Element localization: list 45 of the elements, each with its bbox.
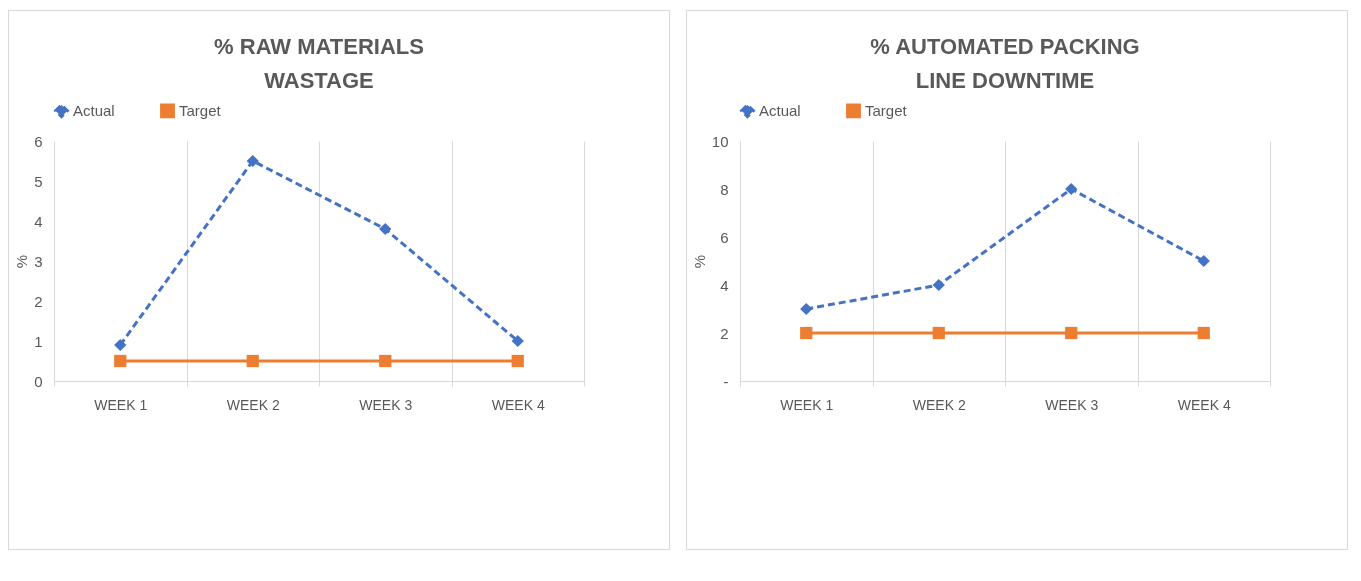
- y-tick-label: 10: [711, 132, 729, 150]
- point: [246, 354, 259, 368]
- y-tick-label: 6: [720, 228, 729, 246]
- x-tick-label: WEEK 2: [226, 396, 280, 413]
- point: [932, 278, 945, 292]
- point: [379, 222, 392, 236]
- legend-label: Target: [179, 101, 222, 119]
- point: [1065, 326, 1078, 340]
- x-tick-label: WEEK 4: [1177, 396, 1231, 413]
- legend-label: Actual: [73, 101, 115, 119]
- chart-title: % RAW MATERIALS WASTAGE: [214, 34, 424, 93]
- y-axis-title: %: [13, 254, 31, 269]
- x-tick-label: WEEK 2: [912, 396, 966, 413]
- point: [1065, 182, 1078, 196]
- y-tick-label: 2: [720, 324, 729, 342]
- y-tick-label: 3: [34, 252, 43, 270]
- point: [511, 334, 524, 348]
- x-tick-label: WEEK 3: [1045, 396, 1099, 413]
- point: [114, 354, 127, 368]
- point: [800, 326, 813, 340]
- point: [800, 302, 813, 316]
- point: [379, 354, 392, 368]
- point: [246, 154, 259, 168]
- y-tick-label: 5: [34, 172, 43, 190]
- point: [1197, 254, 1210, 268]
- y-tick-label: 0: [34, 372, 43, 390]
- legend-label: Actual: [759, 101, 801, 119]
- y-tick-label: 1: [34, 332, 43, 350]
- x-tick-label: WEEK 1: [94, 396, 148, 413]
- x-tick-label: WEEK 4: [491, 396, 545, 413]
- y-axis-title: %: [690, 254, 708, 269]
- y-tick-label: 6: [34, 132, 43, 150]
- legend-label: Target: [865, 101, 908, 119]
- y-tick-label: 2: [34, 292, 43, 310]
- x-tick-label: WEEK 1: [780, 396, 834, 413]
- point: [932, 326, 945, 340]
- point: [511, 354, 524, 368]
- point: [1197, 326, 1210, 340]
- x-tick-label: WEEK 3: [359, 396, 413, 413]
- y-tick-label: 8: [720, 180, 729, 198]
- y-tick-label: 4: [720, 276, 729, 294]
- y-tick-label: -: [723, 372, 729, 390]
- point: [114, 338, 127, 352]
- chart-title: % AUTOMATED PACKING LINE DOWNTIME: [870, 34, 1140, 93]
- y-tick-label: 4: [34, 212, 43, 230]
